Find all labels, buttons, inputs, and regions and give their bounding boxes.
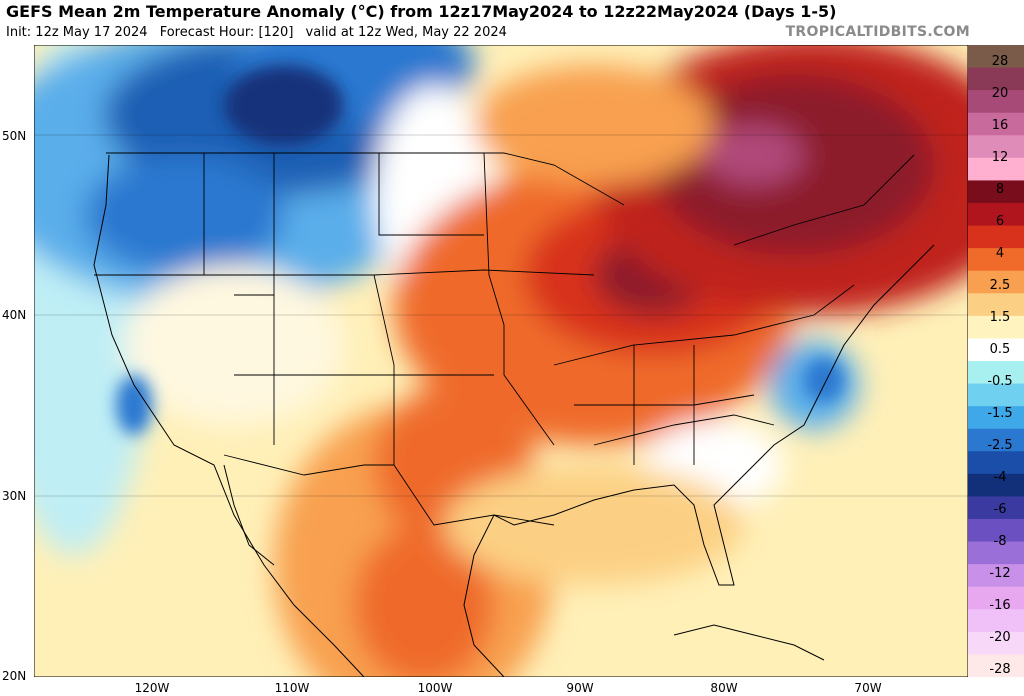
colorbar-label: 8 bbox=[996, 182, 1004, 197]
colorbar-label: 12 bbox=[992, 150, 1009, 165]
colorbar-swatch bbox=[968, 428, 1024, 452]
lon-label-80w: 80W bbox=[710, 681, 738, 695]
colorbar-label: 2.5 bbox=[990, 278, 1011, 293]
colorbar-label: -28 bbox=[989, 662, 1010, 677]
brand-watermark: TROPICALTIDBITS.COM bbox=[785, 24, 970, 40]
colorbar-swatch bbox=[968, 361, 1024, 385]
lon-label-90w: 90W bbox=[566, 681, 594, 695]
colorbar-swatch bbox=[968, 270, 1024, 294]
colorbar-swatch bbox=[968, 654, 1024, 677]
colorbar-label: -20 bbox=[989, 630, 1010, 645]
colorbar-swatch bbox=[968, 519, 1024, 543]
colorbar-label: 4 bbox=[996, 246, 1004, 261]
colorbar-swatch bbox=[968, 451, 1024, 475]
colorbar-swatch bbox=[968, 67, 1024, 91]
lat-label-20n: 20N bbox=[2, 669, 27, 683]
colorbar-label: 6 bbox=[996, 214, 1004, 229]
colorbar-swatch bbox=[968, 225, 1024, 249]
colorbar-label: 28 bbox=[992, 54, 1009, 69]
colorbar-swatch bbox=[968, 135, 1024, 159]
lon-label-70w: 70W bbox=[854, 681, 882, 695]
colorbar-label: -8 bbox=[994, 534, 1007, 549]
colorbar-label: 20 bbox=[992, 86, 1009, 101]
colorbar-swatch bbox=[968, 586, 1024, 610]
colorbar-label: 1.5 bbox=[990, 310, 1011, 325]
map-title: GEFS Mean 2m Temperature Anomaly (°C) fr… bbox=[6, 2, 837, 21]
colorbar-label: -0.5 bbox=[987, 374, 1012, 389]
forecast-hour: Forecast Hour: [120] bbox=[159, 25, 294, 40]
political-borders bbox=[94, 152, 915, 526]
colorbar-swatch bbox=[968, 45, 1024, 69]
colorbar-swatch bbox=[968, 248, 1024, 272]
colorbar-swatch bbox=[968, 473, 1024, 497]
lon-label-110w: 110W bbox=[274, 681, 310, 695]
colorbar-swatch bbox=[968, 180, 1024, 204]
valid-time: valid at 12z Wed, May 22 2024 bbox=[305, 25, 507, 40]
map-subtitle: Init: 12z May 17 2024 Forecast Hour: [12… bbox=[6, 25, 515, 40]
color-scale-legend: 28 20 16 12 8 6 4 2.5 1.5 0.5 -0.5 -1.5 -2.5 -4 -6 -8 -1… bbox=[968, 45, 1024, 677]
colorbar-label: -1.5 bbox=[987, 406, 1012, 421]
colorbar-swatch bbox=[968, 203, 1024, 227]
colorbar-label: -16 bbox=[989, 598, 1010, 613]
lon-label-120w: 120W bbox=[134, 681, 170, 695]
colorbar-swatch bbox=[968, 564, 1024, 588]
lat-label-50n: 50N bbox=[2, 129, 27, 143]
lat-label-40n: 40N bbox=[2, 308, 27, 322]
colorbar-swatch bbox=[968, 383, 1024, 407]
anomaly-map bbox=[34, 45, 968, 677]
colorbar-label: -4 bbox=[994, 470, 1007, 485]
colorbar-label: 0.5 bbox=[990, 342, 1011, 357]
colorbar-swatch bbox=[968, 541, 1024, 565]
colorbar-label: -6 bbox=[994, 502, 1007, 517]
colorbar-label: 16 bbox=[992, 118, 1009, 133]
colorbar-swatch bbox=[968, 90, 1024, 114]
colorbar-label: -2.5 bbox=[987, 438, 1012, 453]
colorbar-swatch bbox=[968, 496, 1024, 520]
colorbar-swatch bbox=[968, 157, 1024, 181]
coastlines bbox=[93, 154, 935, 677]
colorbar-swatch bbox=[968, 609, 1024, 633]
colorbar-swatch bbox=[968, 338, 1024, 362]
lon-label-100w: 100W bbox=[417, 681, 453, 695]
colorbar-swatch bbox=[968, 315, 1024, 339]
colorbar-swatch bbox=[968, 112, 1024, 136]
colorbar-swatch bbox=[968, 631, 1024, 655]
colorbar-swatch bbox=[968, 406, 1024, 430]
colorbar-label: -12 bbox=[989, 566, 1010, 581]
colorbar-swatch bbox=[968, 293, 1024, 317]
lat-label-30n: 30N bbox=[2, 489, 27, 503]
init-time: Init: 12z May 17 2024 bbox=[6, 25, 148, 40]
